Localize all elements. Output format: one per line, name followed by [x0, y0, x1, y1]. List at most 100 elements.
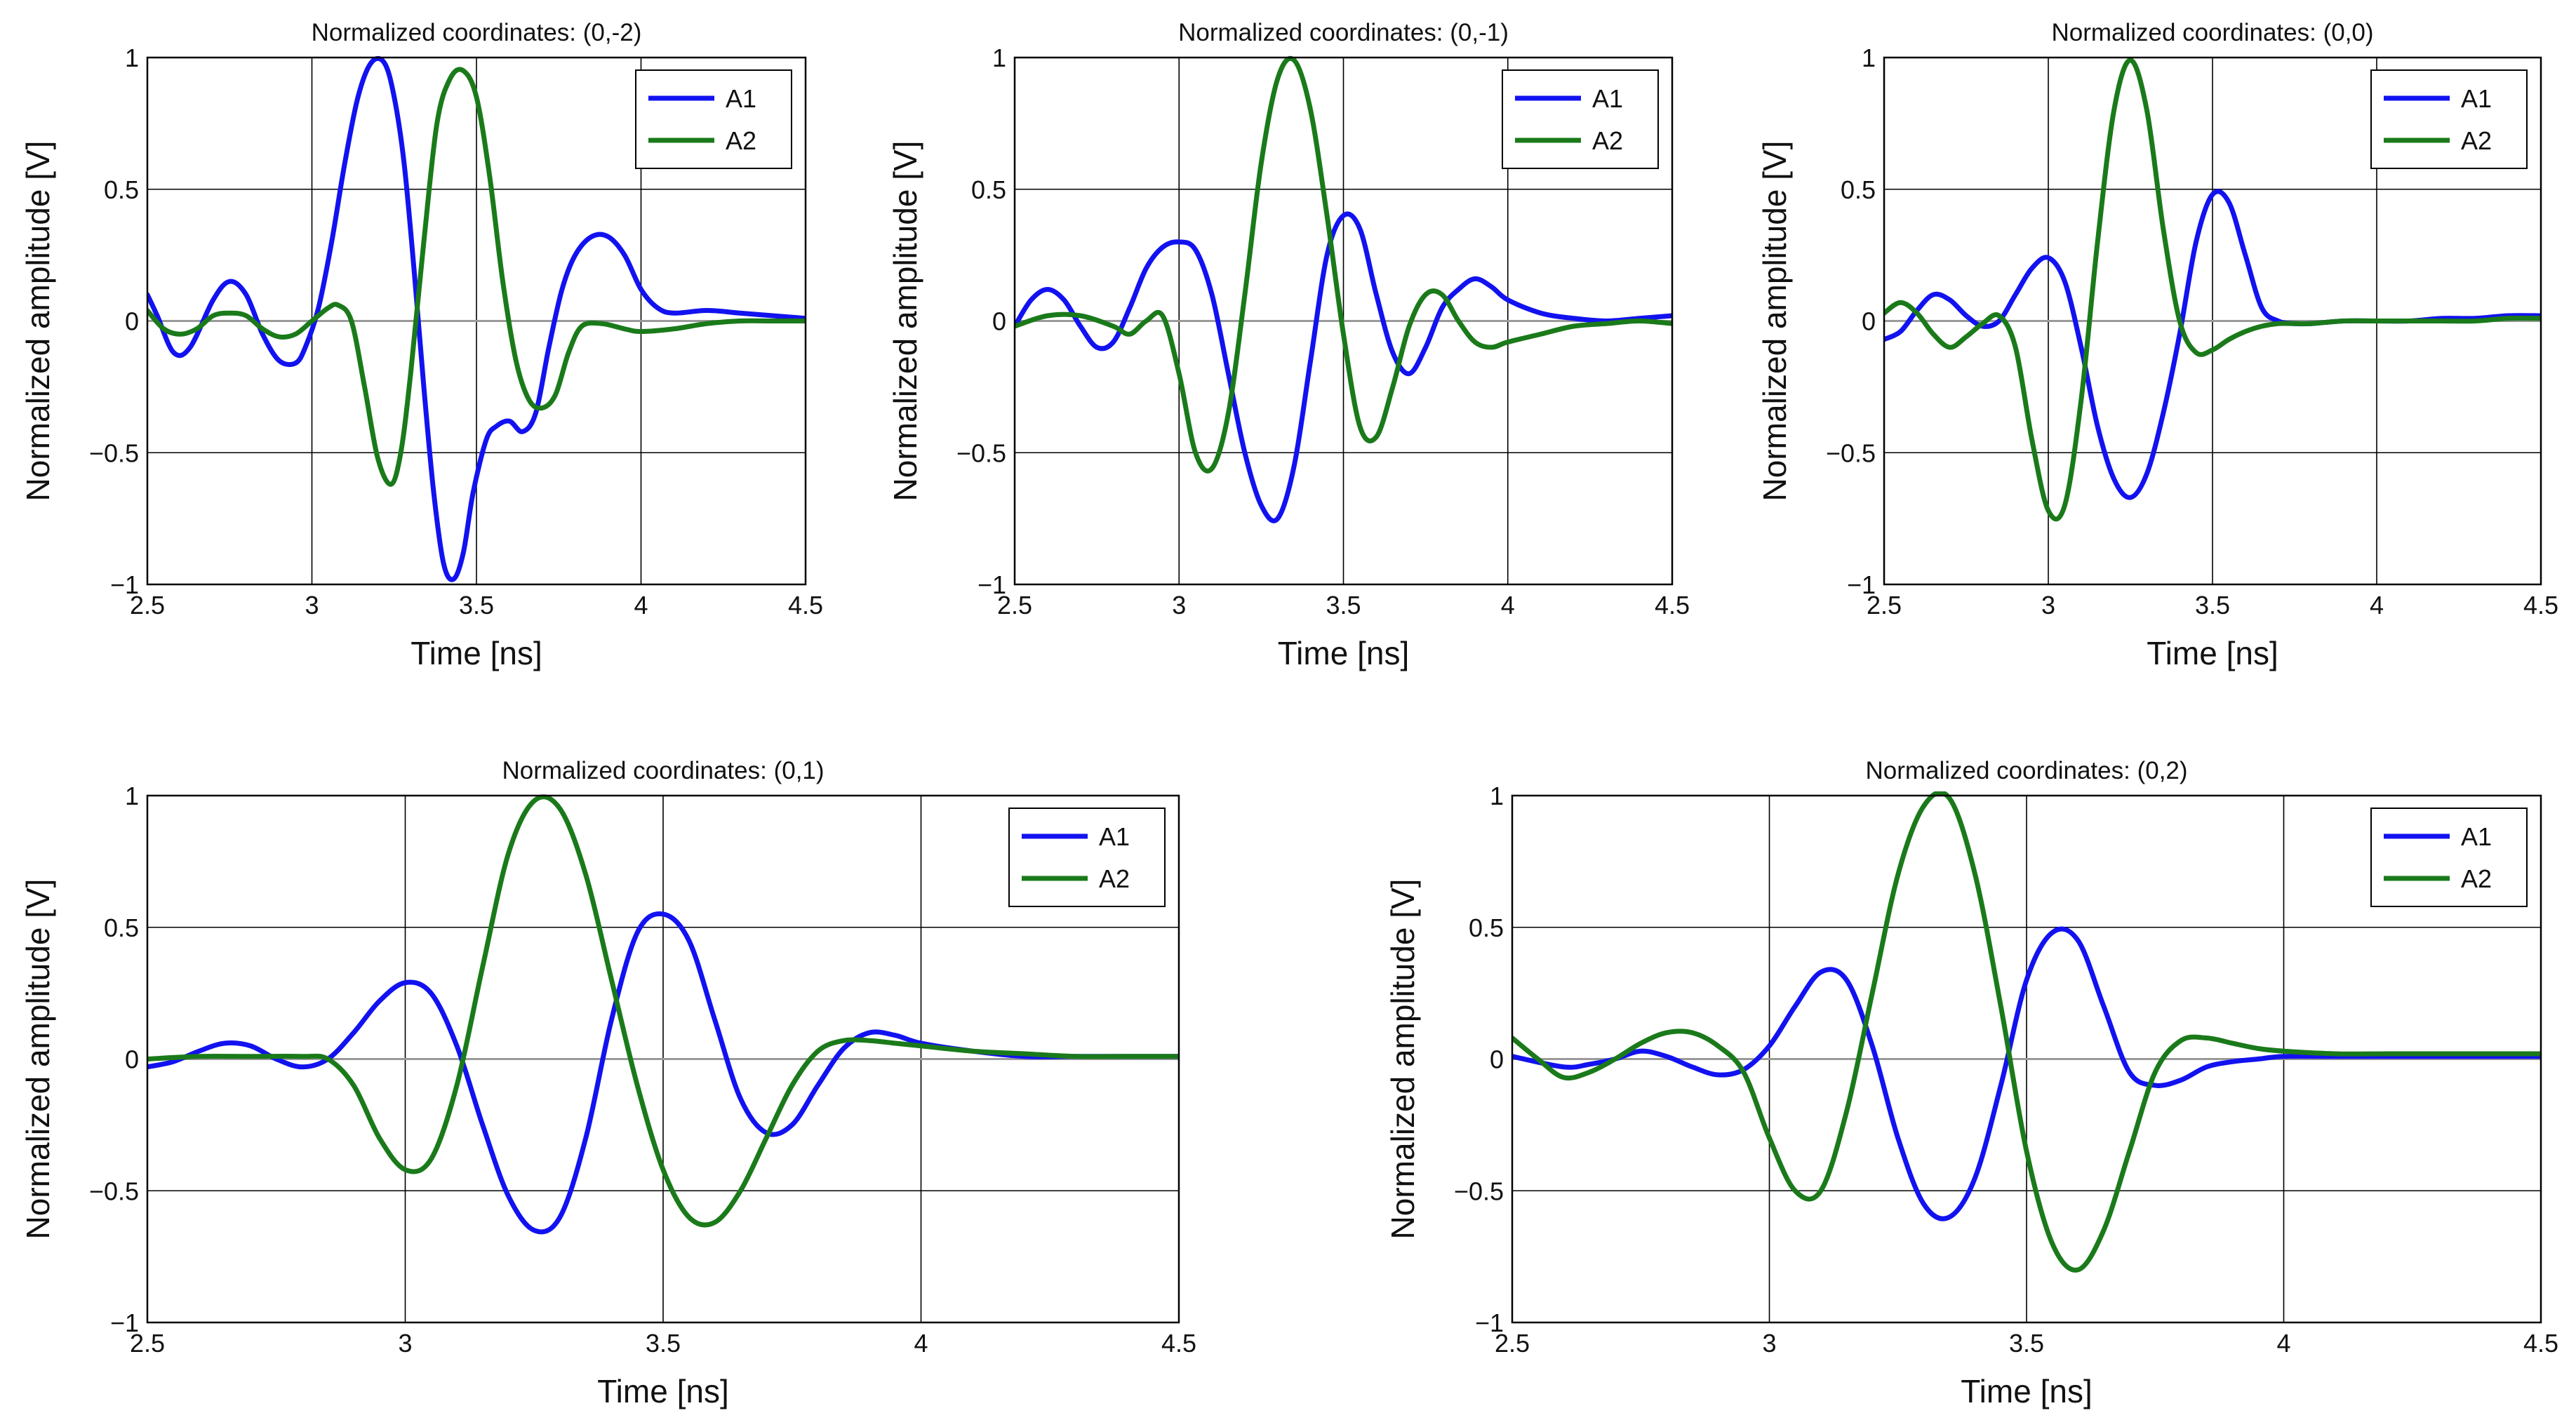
series-line-a2 [1884, 58, 2541, 522]
y-tick-label: 0.5 [1841, 175, 1876, 204]
x-tick-label: 2.5 [130, 591, 165, 619]
x-tick-label: 2.5 [130, 1329, 165, 1358]
y-tick-label: −1 [1847, 570, 1876, 599]
x-tick-label: 3 [398, 1329, 412, 1358]
y-tick-label: −0.5 [956, 438, 1006, 467]
legend-box [2370, 69, 2528, 169]
y-tick-label: −1 [110, 1308, 139, 1337]
y-axis-label: Normalized amplitude [V] [20, 879, 56, 1240]
series-line-a2 [147, 794, 1179, 1228]
x-axis-label: Time [ns] [1961, 1373, 2092, 1409]
x-tick-label: 4 [2276, 1329, 2290, 1358]
chart-title: Normalized coordinates: (0,-1) [1178, 19, 1509, 46]
y-axis-label: Normalized amplitude [V] [1756, 141, 1793, 502]
y-axis-label: Normalized amplitude [V] [887, 141, 923, 502]
axes-frame [1883, 56, 2542, 586]
x-tick-label: 4 [2370, 591, 2384, 619]
legend-label-a1: A1 [2461, 84, 2492, 113]
series-line-a1 [1015, 211, 1672, 523]
legend-label-a2: A2 [1592, 126, 1623, 155]
y-tick-label: −1 [1475, 1308, 1504, 1337]
y-tick-label: −0.5 [1826, 438, 1876, 467]
x-tick-label: 4.5 [1161, 1329, 1196, 1358]
legend-label-a1: A1 [2461, 822, 2492, 851]
x-axis-label: Time [ns] [597, 1373, 728, 1409]
x-tick-label: 3.5 [646, 1329, 681, 1358]
y-tick-label: 0.5 [1469, 913, 1504, 942]
x-axis-label: Time [ns] [2147, 635, 2278, 671]
x-tick-label: 2.5 [1867, 591, 1902, 619]
x-tick-label: 4 [914, 1329, 928, 1358]
chart-title: Normalized coordinates: (0,1) [502, 757, 824, 784]
x-tick-label: 4.5 [1655, 591, 1690, 619]
y-tick-label: 0 [1862, 307, 1876, 336]
x-tick-label: 3 [1762, 1329, 1776, 1358]
y-tick-label: 0.5 [104, 175, 139, 204]
x-tick-label: 4 [634, 591, 648, 619]
y-tick-label: 1 [1862, 43, 1876, 72]
chart-panel-3: 2.5 3 3.5 4 4.5 1 0.5 0 −0.5 −1 Normalized coordin… [1756, 19, 2558, 671]
series-line-a1 [147, 911, 1179, 1235]
legend-label-a1: A1 [1592, 84, 1623, 113]
y-tick-label: 1 [992, 43, 1006, 72]
legend-label-a2: A2 [2461, 126, 2492, 155]
x-axis-label: Time [ns] [411, 635, 542, 671]
y-tick-label: 1 [1490, 782, 1504, 810]
axes-frame [1013, 56, 1674, 586]
x-tick-label: 4.5 [788, 591, 823, 619]
axes-frame [1511, 794, 2542, 1324]
y-tick-label: 0 [125, 307, 139, 336]
y-tick-label: 0.5 [104, 913, 139, 942]
series-line-a2 [1512, 791, 2541, 1273]
y-tick-label: 1 [125, 782, 139, 810]
legend-label-a2: A2 [1099, 864, 1130, 893]
legend-box [2370, 808, 2528, 907]
legend-label-a1: A1 [1099, 822, 1130, 851]
y-tick-label: 0 [992, 307, 1006, 336]
series-line-a1 [1512, 926, 2541, 1221]
y-tick-label: −0.5 [1454, 1177, 1504, 1205]
y-tick-label: −0.5 [89, 1177, 139, 1205]
x-tick-label: 3.5 [1326, 591, 1361, 619]
y-tick-label: 0 [1490, 1045, 1504, 1074]
chart-title: Normalized coordinates: (0,-2) [312, 19, 642, 46]
y-tick-label: −0.5 [89, 438, 139, 467]
chart-panel-2: 2.5 3 3.5 4 4.5 1 0.5 0 −0.5 −1 Normalized coordin… [887, 19, 1690, 671]
series-line-a2 [147, 67, 806, 487]
x-tick-label: 4.5 [2523, 1329, 2558, 1358]
x-axis-label: Time [ns] [1278, 635, 1409, 671]
axes-frame [146, 56, 807, 586]
chart-panel-4: 2.5 3 3.5 4 4.5 1 0.5 0 −0.5 −1 Normalized coordin… [20, 757, 1196, 1409]
y-tick-label: 0.5 [971, 175, 1006, 204]
x-tick-label: 3 [305, 591, 319, 619]
x-tick-label: 3.5 [2009, 1329, 2044, 1358]
x-tick-label: 4.5 [2523, 591, 2558, 619]
legend-label-a1: A1 [726, 84, 756, 113]
chart-title: Normalized coordinates: (0,2) [1865, 757, 2187, 784]
y-axis-label: Normalized amplitude [V] [1384, 879, 1421, 1240]
x-tick-label: 2.5 [997, 591, 1032, 619]
x-tick-label: 2.5 [1495, 1329, 1530, 1358]
x-tick-label: 3 [1172, 591, 1186, 619]
x-tick-label: 3.5 [2195, 591, 2230, 619]
chart-panel-1: 2.5 3 3.5 4 4.5 1 0.5 0 −0.5 −1 Normalized coordin… [20, 19, 823, 671]
x-tick-label: 3 [2041, 591, 2055, 619]
y-tick-label: 0 [125, 1045, 139, 1074]
legend-box [1502, 69, 1659, 169]
x-tick-label: 4 [1501, 591, 1515, 619]
x-tick-label: 3.5 [459, 591, 494, 619]
y-tick-label: −1 [110, 570, 139, 599]
y-tick-label: 1 [125, 43, 139, 72]
chart-title: Normalized coordinates: (0,0) [2051, 19, 2373, 46]
legend-label-a2: A2 [726, 126, 756, 155]
legend-label-a2: A2 [2461, 864, 2492, 893]
legend-box [1008, 808, 1166, 907]
legend-box [635, 69, 792, 169]
y-tick-label: −1 [977, 570, 1006, 599]
